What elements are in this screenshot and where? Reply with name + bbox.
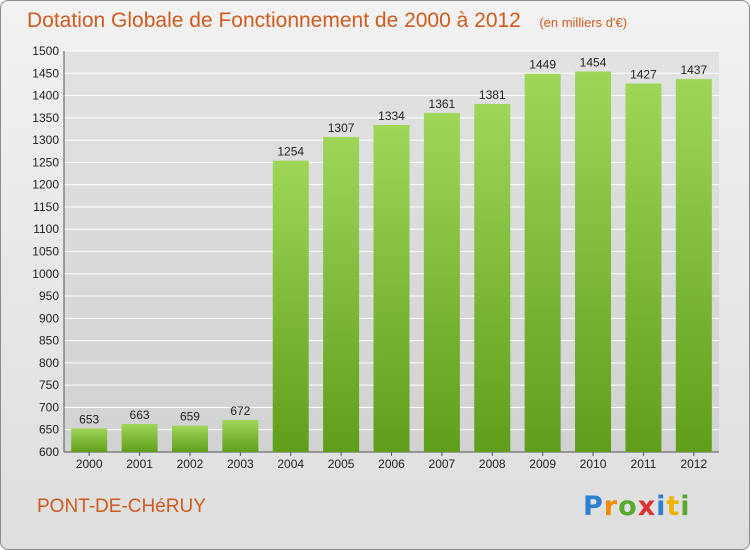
bar [222, 419, 259, 452]
y-tick-label: 1450 [32, 66, 59, 80]
bar [474, 104, 511, 452]
logo-letter: x [637, 491, 657, 522]
y-tick-label: 900 [39, 311, 59, 325]
y-tick-label: 1050 [32, 245, 59, 259]
data-label: 1334 [378, 109, 405, 123]
logo-letter: i [656, 491, 667, 522]
y-tick-label: 1400 [32, 89, 59, 103]
data-label: 672 [230, 404, 250, 418]
x-tick-label: 2011 [631, 457, 657, 471]
data-label: 1454 [580, 55, 607, 69]
y-tick-label: 1350 [32, 111, 59, 125]
bar [524, 73, 561, 453]
data-label: 1381 [479, 88, 506, 102]
bar [71, 428, 108, 452]
bar [423, 112, 460, 452]
data-label: 663 [130, 408, 150, 422]
y-tick-label: 1500 [32, 44, 59, 58]
bar [121, 423, 158, 452]
chart-title: Dotation Globale de Fonctionnement de 20… [27, 9, 521, 32]
bar [575, 71, 612, 453]
y-tick-label: 950 [39, 289, 59, 303]
y-tick-label: 700 [39, 400, 59, 414]
data-label: 1427 [630, 68, 657, 82]
y-tick-label: 750 [39, 378, 59, 392]
y-tick-label: 800 [39, 356, 59, 370]
x-tick-label: 2008 [479, 457, 506, 471]
x-tick-label: 2000 [76, 457, 103, 471]
logo-letter: P [583, 491, 604, 522]
y-tick-label: 650 [39, 423, 59, 437]
x-tick-label: 2004 [277, 457, 304, 471]
x-tick-label: 2010 [580, 457, 607, 471]
bar [675, 79, 712, 452]
data-label: 659 [180, 410, 200, 424]
proxiti-logo: Proxiti [583, 491, 691, 522]
data-label: 1307 [328, 121, 355, 135]
y-tick-label: 1200 [32, 178, 59, 192]
title-row: Dotation Globale de Fonctionnement de 20… [27, 9, 627, 33]
logo-letter: i [680, 491, 691, 522]
x-tick-label: 2002 [177, 457, 204, 471]
x-tick-label: 2009 [529, 457, 556, 471]
bar [323, 136, 360, 452]
bar [625, 83, 662, 452]
x-tick-label: 2001 [126, 457, 153, 471]
x-tick-label: 2005 [328, 457, 355, 471]
y-tick-label: 1150 [33, 200, 59, 214]
data-label: 1449 [529, 58, 556, 72]
x-tick-label: 2007 [429, 457, 456, 471]
y-tick-label: 850 [39, 334, 59, 348]
logo-letter: t [666, 491, 681, 522]
y-tick-label: 1300 [32, 133, 59, 147]
logo-letter: r [603, 491, 619, 522]
y-tick-label: 1100 [33, 222, 59, 236]
y-tick-label: 1250 [32, 155, 59, 169]
bar [171, 425, 208, 452]
x-tick-label: 2006 [378, 457, 405, 471]
commune-name: PONT-DE-CHéRUY [37, 496, 206, 517]
data-label: 1254 [277, 145, 304, 159]
data-label: 653 [79, 412, 99, 426]
data-label: 1437 [680, 63, 707, 77]
y-tick-label: 1000 [32, 267, 59, 281]
y-tick-label: 600 [39, 445, 59, 459]
x-tick-label: 2003 [227, 457, 254, 471]
data-label: 1361 [429, 97, 456, 111]
logo-letter: o [618, 491, 638, 522]
x-tick-label: 2012 [680, 457, 707, 471]
bar [272, 160, 309, 452]
bar [373, 124, 410, 452]
chart-unit: (en milliers d'€) [539, 15, 628, 30]
